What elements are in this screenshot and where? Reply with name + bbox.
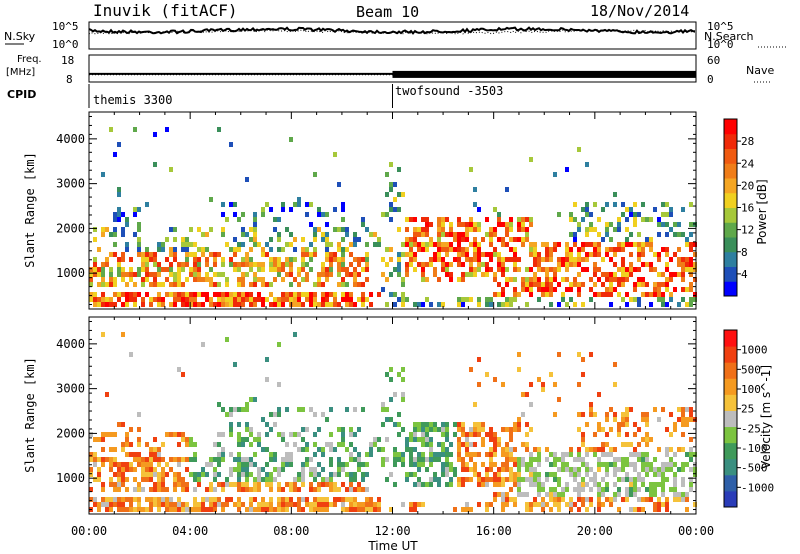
freq-panel-frame — [88, 54, 697, 83]
power-axis: 1000 2000 3000 4000 — [56, 112, 697, 309]
power-colorbar-swatch-2 — [724, 251, 737, 267]
noise-right-tick-top: 10^5 — [707, 20, 734, 33]
power-colorbar-tick-3: 16 — [741, 202, 754, 215]
velocity-colorbar-swatch-9 — [724, 346, 737, 363]
power-heatmap-cells — [89, 127, 697, 307]
power-colorbar-swatch-4 — [724, 222, 737, 238]
power-colorbar-tick-0: 28 — [741, 135, 754, 148]
cpid-label: CPID — [7, 88, 36, 101]
x-axis-label: Time UT — [367, 539, 418, 553]
power-colorbar-tick-1: 24 — [741, 157, 755, 170]
power-colorbar-swatch-1 — [724, 266, 737, 282]
velocity-ylabel: Slant Range [km] — [23, 357, 37, 473]
velocity-ytick-label-0: 1000 — [56, 471, 85, 485]
noise-left-tick-bottom: 10^0 — [52, 38, 79, 51]
velocity-colorbar-label: Velocity [m s^-1] — [759, 365, 773, 469]
power-colorbar-swatch-9 — [724, 148, 737, 164]
date-title: 18/Nov/2014 — [590, 2, 689, 20]
freq-right-tick-bottom: 0 — [707, 73, 714, 86]
velocity-axis: 1000 2000 3000 4000 — [56, 317, 697, 514]
power-colorbar-swatch-10 — [724, 133, 737, 149]
power-colorbar-swatch-7 — [724, 178, 737, 194]
velocity-colorbar-swatch-1 — [724, 474, 737, 492]
velocity-colorbar-tick-7: -1000 — [741, 481, 774, 494]
noise-right-tick-bottom: 10^0 — [707, 38, 734, 51]
x-tick-label-6: 00:00 — [678, 524, 714, 538]
cpid-segment-0: themis 3300 — [93, 93, 172, 107]
velocity-colorbar-swatch-2 — [724, 458, 737, 476]
velocity-ytick-label-1: 2000 — [56, 426, 85, 440]
power-colorbar-swatch-3 — [724, 237, 737, 253]
power-colorbar-swatch-5 — [724, 207, 737, 223]
power-ytick-label-0: 1000 — [56, 266, 85, 280]
x-tick-label-0: 00:00 — [71, 524, 107, 538]
power-colorbar-swatch-11 — [724, 119, 737, 135]
power-colorbar: 28 24 20 16 12 8 4 — [723, 118, 755, 297]
power-colorbar-swatch-0 — [724, 281, 737, 297]
noise-right-label: N.Search — [704, 30, 754, 43]
power-colorbar-label: Power [dB] — [755, 179, 769, 244]
beam-title: Beam 10 — [356, 3, 419, 21]
x-tick-label-3: 12:00 — [374, 524, 410, 538]
freq-left-label-1: Freq. — [17, 54, 42, 65]
velocity-colorbar-tick-3: 25 — [741, 403, 754, 416]
velocity-colorbar-swatch-0 — [724, 490, 737, 508]
noise-left-label: N.Sky — [4, 30, 36, 43]
velocity-colorbar-swatch-10 — [724, 330, 737, 347]
x-tick-label-2: 08:00 — [273, 524, 309, 538]
velocity-colorbar-swatch-7 — [724, 378, 737, 395]
x-tick-labels: 00:00 04:00 08:00 12:00 16:00 20:00 00:00 — [71, 524, 714, 538]
x-tick-label-1: 04:00 — [172, 524, 208, 538]
freq-left-tick-bottom: 8 — [66, 73, 73, 86]
velocity-colorbar-swatch-3 — [724, 442, 737, 460]
noise-panel-frame — [88, 21, 697, 50]
power-ytick-label-1: 2000 — [56, 221, 85, 235]
noise-traces — [88, 26, 696, 35]
velocity-colorbar-swatch-4 — [724, 426, 737, 444]
power-colorbar-swatch-6 — [724, 192, 737, 208]
power-colorbar-tick-4: 12 — [741, 224, 754, 237]
velocity-colorbar-tick-2: 100 — [741, 383, 761, 396]
velocity-colorbar: 1000 500 100 25 -25 -100 -500 -1000 — [723, 329, 774, 508]
freq-right-tick-top: 60 — [707, 54, 720, 67]
velocity-colorbar-tick-6: -500 — [741, 462, 768, 475]
power-colorbar-tick-5: 8 — [741, 246, 748, 259]
velocity-colorbar-tick-4: -25 — [741, 422, 761, 435]
velocity-colorbar-swatch-8 — [724, 362, 737, 379]
velocity-ytick-label-3: 4000 — [56, 337, 85, 351]
power-ytick-label-3: 4000 — [56, 132, 85, 146]
freq-left-tick-top: 18 — [61, 54, 74, 67]
velocity-colorbar-swatch-5 — [724, 410, 737, 428]
velocity-colorbar-tick-0: 1000 — [741, 344, 768, 357]
velocity-colorbar-swatch-6 — [724, 394, 737, 411]
velocity-ytick-label-2: 3000 — [56, 382, 85, 396]
velocity-colorbar-tick-5: -100 — [741, 442, 768, 455]
velocity-heatmap-cells — [89, 332, 697, 512]
noise-search-trace — [88, 29, 696, 35]
station-title: Inuvik (fitACF) — [93, 1, 238, 20]
power-colorbar-tick-6: 4 — [741, 268, 748, 281]
power-colorbar-tick-2: 20 — [741, 179, 754, 192]
freq-traces — [89, 70, 696, 78]
freq-alternating-block — [392, 70, 696, 78]
cpid-segment-1: twofsound -3503 — [395, 84, 503, 98]
freq-left-label-2: [MHz] — [6, 67, 35, 78]
x-tick-label-4: 16:00 — [476, 524, 512, 538]
velocity-colorbar-tick-1: 500 — [741, 363, 761, 376]
noise-left-tick-top: 10^5 — [52, 20, 79, 33]
power-ylabel: Slant Range [km] — [23, 152, 37, 268]
x-tick-label-5: 20:00 — [577, 524, 613, 538]
nave-label: Nave — [746, 64, 774, 77]
power-colorbar-swatch-8 — [724, 163, 737, 179]
power-ytick-label-2: 3000 — [56, 177, 85, 191]
